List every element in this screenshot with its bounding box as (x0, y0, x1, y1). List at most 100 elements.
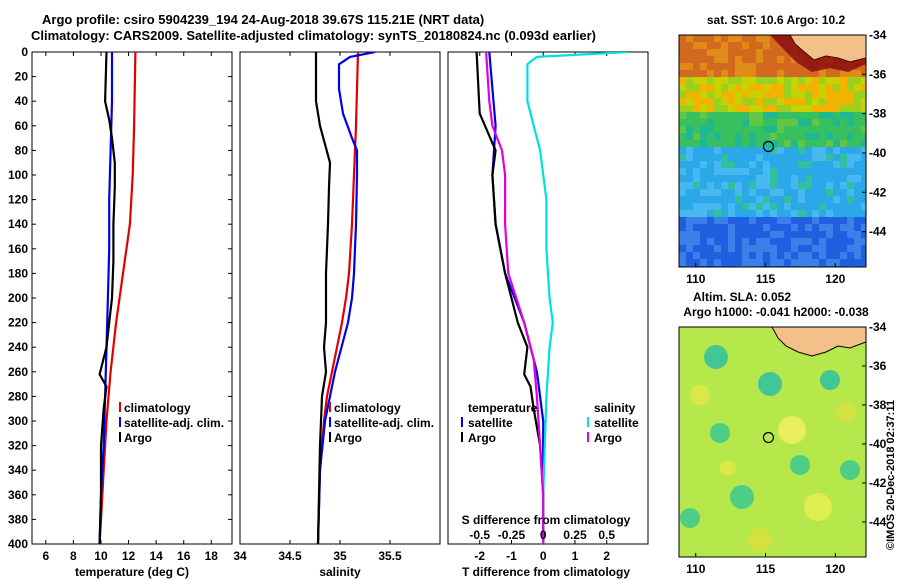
sst-cell (749, 84, 756, 91)
sst-cell (777, 182, 784, 189)
sst-cell (735, 203, 742, 210)
sst-cell (721, 203, 728, 210)
sst-cell (679, 63, 686, 70)
sst-cell (847, 84, 854, 91)
sst-cell (812, 105, 819, 112)
sst-cell (798, 133, 805, 140)
sst-cell (812, 182, 819, 189)
sst-cell (854, 154, 861, 161)
sst-cell (854, 147, 861, 154)
sst-cell (812, 154, 819, 161)
map-x-tick-label: 120 (825, 562, 845, 576)
sst-cell (798, 84, 805, 91)
sst-cell (777, 119, 784, 126)
s-tick-label: 0.5 (598, 528, 615, 542)
sst-cell (784, 175, 791, 182)
sst-cell (679, 112, 686, 119)
sst-cell (854, 259, 861, 266)
sst-cell (707, 70, 714, 77)
sst-cell (679, 140, 686, 147)
sst-cell (784, 238, 791, 245)
x-tick-label: 16 (177, 549, 191, 563)
sst-cell (777, 168, 784, 175)
sst-cell (749, 126, 756, 133)
sst-cell (693, 203, 700, 210)
map-x-tick-label: 110 (686, 562, 706, 576)
sst-cell (791, 189, 798, 196)
sla-blob (840, 460, 860, 480)
sst-cell (833, 91, 840, 98)
sst-cell (700, 70, 707, 77)
sst-cell (735, 63, 742, 70)
header-line2: Climatology: CARS2009. Satellite-adjuste… (31, 28, 596, 43)
sst-cell (798, 63, 805, 70)
sst-cell (742, 105, 749, 112)
sst-cell (756, 182, 763, 189)
map-x-tick-label: 115 (756, 272, 776, 286)
sst-cell (714, 140, 721, 147)
sst-cell (833, 140, 840, 147)
sst-cell (721, 133, 728, 140)
sst-cell (714, 77, 721, 84)
sst-cell (798, 252, 805, 259)
sst-cell (770, 49, 777, 56)
sst-cell (854, 126, 861, 133)
sst-cell (693, 140, 700, 147)
header-line1: Argo profile: csiro 5904239_194 24-Aug-2… (42, 12, 484, 27)
sst-cell (763, 252, 770, 259)
sst-cell (763, 56, 770, 63)
sst-cell (693, 238, 700, 245)
sst-cell (805, 98, 812, 105)
sst-cell (728, 126, 735, 133)
sst-cell (679, 168, 686, 175)
sst-cell (700, 98, 707, 105)
sst-cell (735, 77, 742, 84)
sst-cell (686, 196, 693, 203)
sst-cell (805, 161, 812, 168)
sst-cell (777, 231, 784, 238)
sst-cell (770, 259, 777, 266)
sst-cell (798, 210, 805, 217)
salinity-legend: climatology satellite-adj. clim. Argo (329, 401, 434, 445)
sst-cell (756, 203, 763, 210)
sst-cell (749, 154, 756, 161)
sst-cell (826, 154, 833, 161)
sst-cell (679, 196, 686, 203)
sst-cell (861, 77, 866, 84)
sst-cell (700, 161, 707, 168)
sst-cell (742, 98, 749, 105)
sst-cell (812, 133, 819, 140)
sst-cell (826, 245, 833, 252)
sst-cell (812, 70, 819, 77)
depth-tick-label: 20 (15, 70, 29, 84)
sst-cell (798, 196, 805, 203)
sst-cell (714, 259, 721, 266)
sst-cell (735, 182, 742, 189)
sst-cell (770, 203, 777, 210)
sst-cell (784, 210, 791, 217)
sst-cell (784, 203, 791, 210)
sst-cell (756, 154, 763, 161)
sst-cell (735, 112, 742, 119)
sst-cell (707, 189, 714, 196)
sst-cell (770, 189, 777, 196)
sst-cell (735, 238, 742, 245)
sst-map-frame (678, 34, 867, 268)
sst-cell (798, 224, 805, 231)
sst-cell (735, 252, 742, 259)
sst-cell (721, 126, 728, 133)
sst-cell (756, 161, 763, 168)
sst-cell (847, 91, 854, 98)
sst-cell (742, 63, 749, 70)
sst-cell (714, 196, 721, 203)
sst-cell (826, 217, 833, 224)
sst-cell (840, 224, 847, 231)
depth-tick-label: 400 (8, 537, 28, 551)
sst-cell (749, 77, 756, 84)
sst-cell (749, 56, 756, 63)
sst-cell (693, 182, 700, 189)
sst-cell (749, 217, 756, 224)
sst-cell (714, 70, 721, 77)
temperature-panel: 0204060801001201401601802002202402602803… (8, 45, 648, 579)
sst-cell (861, 224, 866, 231)
